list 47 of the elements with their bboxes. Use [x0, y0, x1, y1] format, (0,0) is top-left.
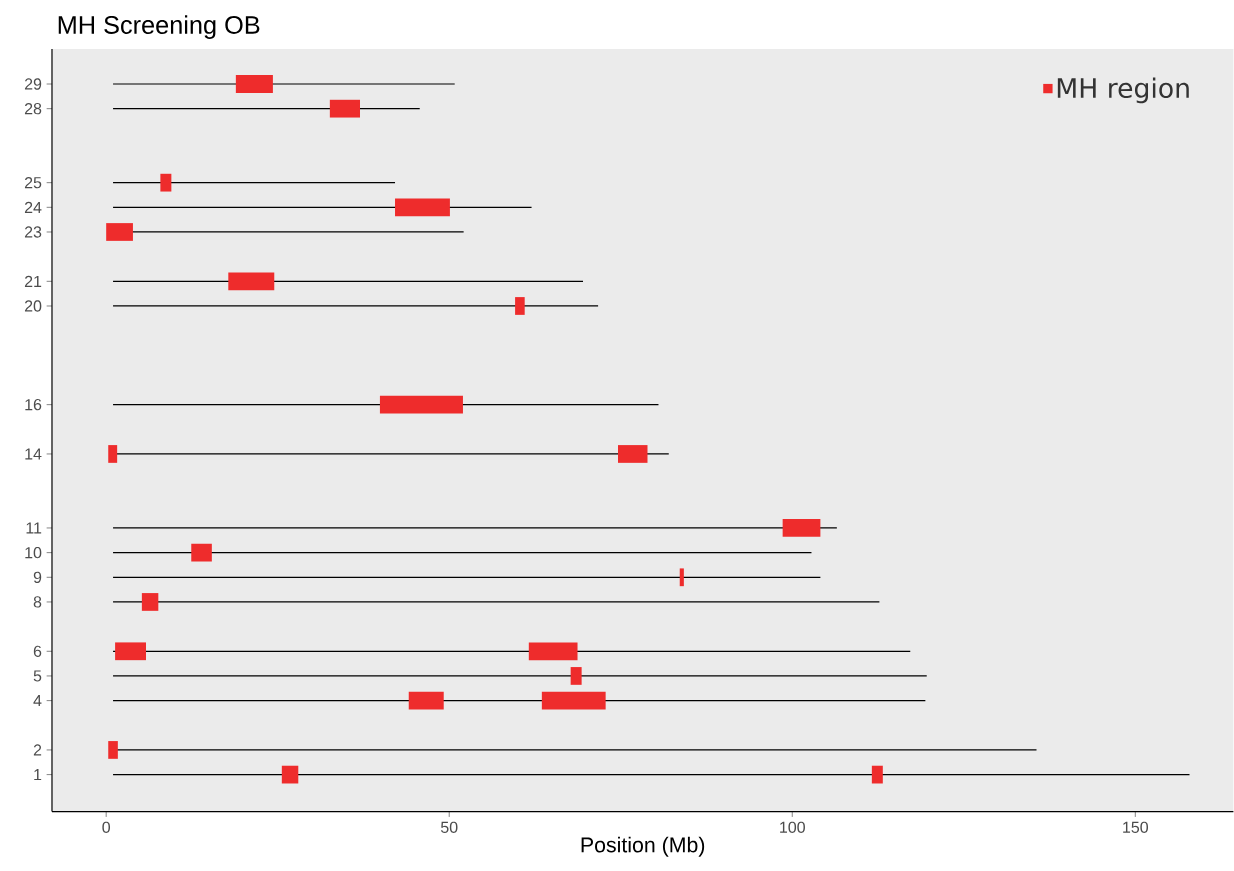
x-tick-label: 50 [440, 821, 458, 834]
bar [329, 100, 361, 118]
bar [528, 642, 578, 661]
bar [115, 642, 146, 661]
y-tick-label: 2 [33, 744, 42, 756]
y-tick-label: 25 [24, 177, 42, 189]
y-tick-label: 16 [25, 399, 42, 411]
chart-title: MH Screening OB [58, 15, 260, 40]
bar [515, 297, 525, 316]
y-tick-label: 1 [34, 769, 42, 781]
bar [395, 198, 450, 217]
bar [541, 691, 606, 710]
y-tick-label: 6 [33, 645, 42, 658]
bar [871, 765, 883, 784]
bar [106, 223, 133, 242]
legend-label: MH region [1057, 77, 1189, 104]
y-tick-label: 4 [33, 695, 42, 707]
y-tick-label: 28 [24, 103, 42, 115]
bar [408, 691, 444, 710]
y-tick-label: 5 [33, 670, 42, 682]
bar [160, 174, 172, 192]
bar [228, 272, 275, 291]
bar [379, 395, 463, 414]
x-tick-label: 100 [780, 821, 805, 834]
y-tick-label: 9 [33, 571, 42, 584]
y-tick-label: 10 [25, 547, 42, 559]
bar [191, 543, 212, 562]
bar [617, 445, 648, 464]
y-tick-label: 23 [24, 226, 42, 238]
y-tick-label: 14 [25, 448, 42, 460]
bar [281, 765, 299, 784]
bar [679, 568, 684, 587]
y-tick-label: 11 [26, 522, 42, 534]
bar [108, 445, 118, 464]
bar [782, 519, 821, 538]
bar [108, 741, 118, 760]
x-tick-label: 0 [102, 821, 111, 834]
y-tick-label: 29 [24, 78, 42, 90]
bar [570, 667, 582, 686]
bar [235, 75, 273, 94]
y-tick-label: 8 [33, 596, 42, 608]
x-tick-label: 150 [1123, 821, 1149, 834]
bar [141, 593, 159, 612]
y-tick-label: 24 [24, 201, 42, 214]
x-axis-title: Position (Mb) [581, 837, 705, 857]
y-tick-label: 21 [24, 275, 42, 288]
y-tick-label: 20 [24, 300, 42, 312]
